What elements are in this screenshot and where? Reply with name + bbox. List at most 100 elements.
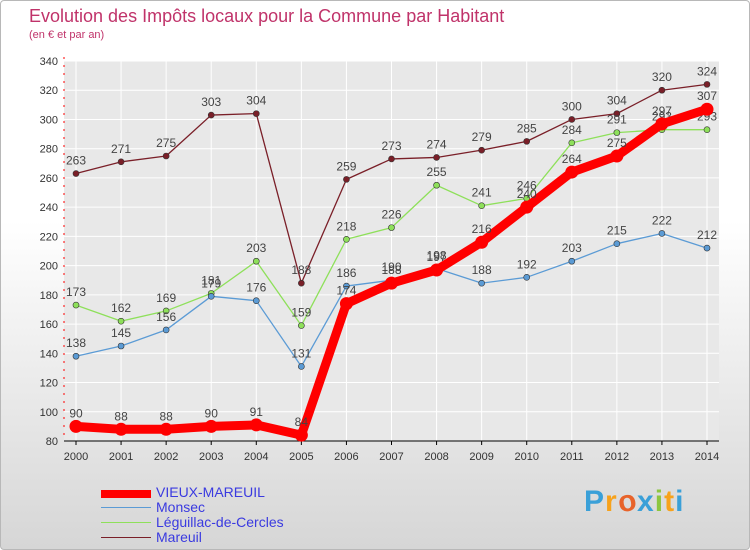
data-point [252, 110, 260, 117]
data-point [207, 111, 215, 119]
data-label: 88 [114, 409, 128, 423]
x-tick-label: 2013 [650, 451, 674, 463]
series-monsec: 138 145 156 179 176 131 186 190 198 188 192 203 215 2… [66, 213, 717, 370]
data-label: 271 [111, 142, 131, 156]
data-label: 198 [427, 249, 447, 263]
y-tick-label: 280 [40, 144, 58, 156]
data-point [703, 126, 711, 133]
data-point [613, 240, 621, 247]
y-tick-label: 340 [40, 56, 58, 68]
data-point [433, 181, 440, 189]
y-tick-label: 140 [40, 348, 58, 360]
data-label: 255 [427, 165, 447, 179]
y-tick-label: 260 [40, 173, 58, 185]
data-label: 263 [66, 154, 86, 168]
data-point [478, 146, 485, 154]
data-point [159, 422, 173, 436]
data-label: 186 [336, 266, 356, 280]
logo-letter: r [605, 485, 618, 518]
data-label: 159 [291, 306, 311, 320]
data-point [433, 154, 440, 161]
data-point [207, 293, 215, 300]
data-label: 215 [607, 224, 627, 238]
data-point [298, 279, 305, 287]
data-label: 304 [607, 94, 627, 108]
legend-swatch-mareuil [101, 537, 151, 538]
data-label: 192 [517, 257, 537, 271]
data-point [343, 236, 350, 243]
x-tick-label: 2007 [379, 451, 403, 463]
data-point [294, 428, 308, 442]
data-label: 279 [472, 130, 492, 144]
data-point [613, 110, 621, 117]
data-point [430, 263, 444, 277]
legend-swatch-monsec [101, 507, 151, 508]
data-point [388, 155, 395, 163]
data-point [388, 224, 395, 231]
data-point [478, 202, 485, 209]
data-point [700, 102, 714, 116]
data-point [114, 422, 128, 436]
chart-title: Evolution des Impôts locaux pour la Comm… [29, 6, 505, 26]
data-label: 307 [697, 89, 717, 103]
data-point [252, 257, 260, 265]
x-tick-label: 2009 [469, 451, 493, 463]
data-label: 291 [607, 113, 627, 127]
data-label: 203 [562, 241, 582, 255]
legend-label-monsec: Monsec [156, 499, 206, 515]
data-label: 88 [159, 409, 173, 423]
logo-letter: i [675, 485, 685, 518]
data-label: 90 [205, 406, 219, 420]
data-label: 284 [562, 123, 582, 137]
data-label: 145 [111, 326, 131, 340]
y-tick-label: 120 [40, 378, 58, 390]
logo-letter: P [584, 485, 606, 518]
data-point [478, 279, 485, 287]
data-label: 226 [381, 208, 401, 222]
x-tick-label: 2003 [199, 451, 223, 463]
data-label: 91 [250, 405, 264, 419]
data-label: 303 [201, 95, 221, 109]
data-label: 90 [69, 406, 83, 420]
x-tick-label: 2014 [695, 451, 719, 463]
chart-subtitle: (en € et par an) [29, 29, 105, 41]
data-point [520, 200, 534, 214]
x-tick-label: 2005 [289, 451, 313, 463]
data-label: 179 [201, 276, 221, 290]
data-point [117, 158, 125, 166]
data-label: 275 [607, 136, 627, 150]
data-point [613, 129, 621, 136]
data-point [298, 363, 305, 370]
legend-swatch-leguillac [101, 522, 151, 523]
data-point [475, 235, 489, 249]
data-label: 181 [201, 273, 221, 287]
x-tick-label: 2000 [64, 451, 88, 463]
data-point [72, 352, 80, 360]
x-tick-label: 2006 [334, 451, 358, 463]
data-label: 304 [246, 94, 266, 108]
series-vieux-mareuil: 90 88 88 90 91 84 174 188 197 216 240 264 275 297 307 [69, 89, 717, 442]
y-tick-label: 300 [40, 114, 58, 126]
data-label: 216 [472, 222, 492, 236]
data-point [343, 282, 350, 290]
data-point [610, 149, 624, 163]
data-label: 156 [156, 310, 176, 324]
y-tick-label: 320 [40, 85, 58, 97]
logo-letter: i [654, 485, 665, 518]
data-point [117, 342, 125, 350]
data-point [162, 152, 170, 160]
data-point [658, 230, 666, 237]
data-label: 131 [291, 346, 311, 360]
data-point [568, 257, 576, 265]
x-tick-label: 2001 [109, 451, 133, 463]
data-label: 259 [336, 159, 356, 173]
x-tick-label: 2002 [154, 451, 178, 463]
y-tick-label: 160 [40, 319, 58, 331]
logo-letter: t [664, 485, 676, 518]
data-label: 188 [291, 263, 311, 277]
data-point [703, 244, 711, 252]
y-tick-label: 220 [40, 231, 58, 243]
data-point [117, 317, 125, 325]
